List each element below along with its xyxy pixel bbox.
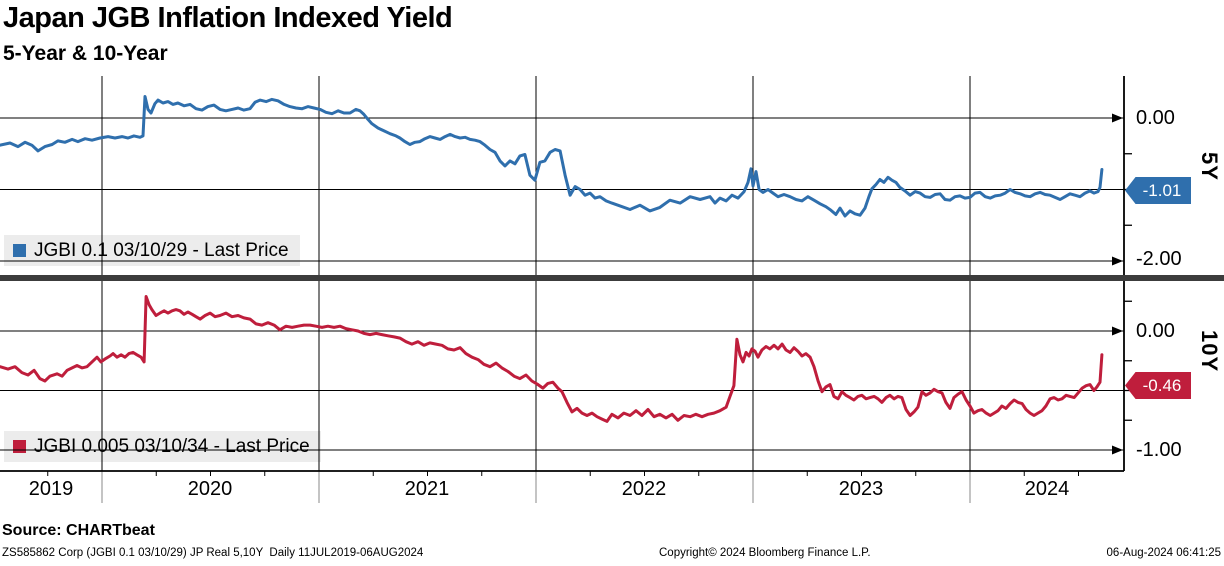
legend-10y-label: JGBI 0.005 03/10/34 - Last Price <box>34 435 310 457</box>
legend-5y-swatch <box>13 244 26 257</box>
legend-5y-label: JGBI 0.1 03/10/29 - Last Price <box>34 239 289 261</box>
year-label-2023: 2023 <box>838 478 884 500</box>
tick-label-10y-0: 0.00 <box>1136 320 1175 342</box>
footer-ticker-info: ZS585862 Corp (JGBI 0.1 03/10/29) JP Rea… <box>2 547 424 559</box>
source-line: Source: CHARTbeat <box>2 522 155 539</box>
year-label-2021: 2021 <box>404 478 450 500</box>
panel-label-10y: 10Y <box>1197 330 1222 373</box>
page-title: Japan JGB Inflation Indexed Yield <box>3 2 453 34</box>
year-label-2019: 2019 <box>28 478 74 500</box>
footer-timestamp: 06-Aug-2024 06:41:25 <box>1106 547 1221 559</box>
tick-label-5y-minus2: -2.00 <box>1136 248 1182 270</box>
last-price-badge-10y: -0.46 <box>1125 372 1191 399</box>
footer-copyright: Copyright© 2024 Bloomberg Finance L.P. <box>659 547 871 559</box>
last-price-badge-5y: -1.01 <box>1125 177 1191 204</box>
year-label-2024: 2024 <box>1024 478 1070 500</box>
page-subtitle: 5-Year & 10-Year <box>3 42 168 65</box>
year-label-2022: 2022 <box>621 478 667 500</box>
year-label-2020: 2020 <box>187 478 233 500</box>
tick-label-5y-0: 0.00 <box>1136 107 1175 129</box>
panel-label-5y: 5Y <box>1197 152 1222 181</box>
tick-label-10y-minus1: -1.00 <box>1136 439 1182 461</box>
